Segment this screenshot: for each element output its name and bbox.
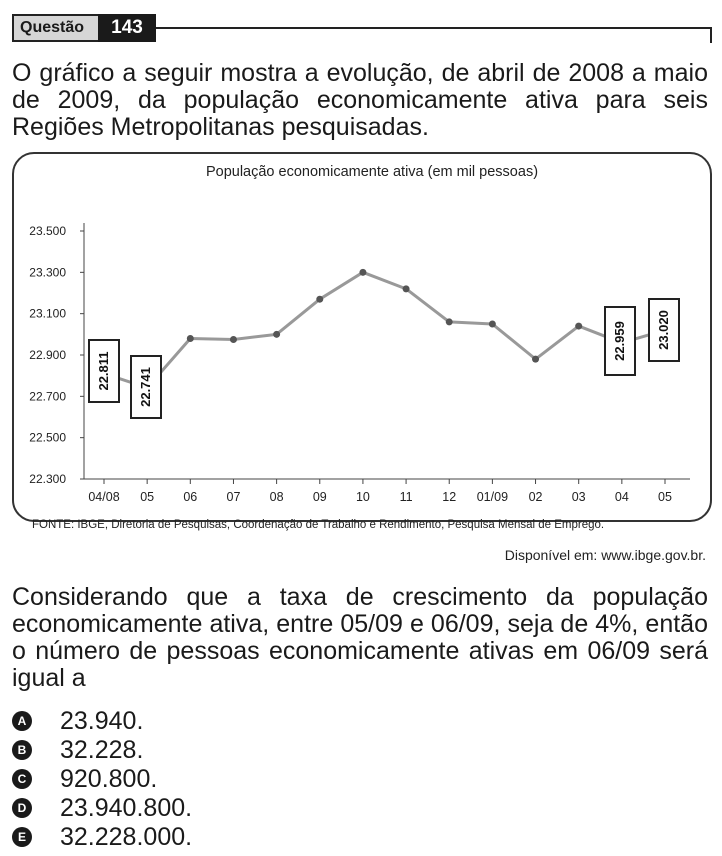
option-c-icon: C	[12, 769, 32, 789]
y-tick-label: 23.100	[29, 307, 66, 321]
callout-box	[604, 306, 636, 376]
option-e-text: 32.228.000.	[60, 823, 193, 851]
option-b-text: 32.228.	[60, 736, 144, 764]
x-tick-label: 04	[615, 490, 629, 504]
availability-note: Disponível em: www.ibge.gov.br.	[504, 547, 706, 563]
option-c-text: 920.800.	[60, 765, 158, 793]
x-tick-label: 03	[572, 490, 586, 504]
option-d-text: 23.940.800.	[60, 794, 193, 822]
y-tick-label: 22.900	[29, 348, 66, 362]
series-line	[103, 270, 666, 390]
callout-box	[88, 339, 120, 403]
y-tick-label: 23.300	[29, 265, 66, 279]
callout-label: 23.020	[656, 310, 671, 350]
x-tick-label: 09	[313, 490, 327, 504]
chart-frame	[12, 152, 712, 522]
callout-box	[130, 355, 162, 419]
y-tick-label: 22.500	[29, 431, 66, 445]
option-e-icon: E	[12, 827, 32, 847]
data-point	[488, 320, 496, 328]
y-tick-label: 23.500	[29, 224, 66, 238]
x-tick-label: 06	[183, 490, 197, 504]
line-chart: População economicamente ativa (em mil p…	[29, 164, 690, 504]
data-point	[532, 355, 540, 363]
x-tick-label: 10	[356, 490, 370, 504]
option-a-text: 23.940.	[60, 707, 144, 735]
question-header: Questão 143	[12, 14, 712, 44]
data-point	[402, 285, 410, 293]
chart-title: População economicamente ativa (em mil p…	[206, 164, 538, 180]
question-label: Questão	[12, 14, 100, 42]
option-c[interactable]: C 920.800.	[12, 766, 312, 794]
header-rule-end	[710, 27, 712, 43]
data-point	[575, 322, 583, 330]
option-b[interactable]: B 32.228.	[12, 737, 312, 765]
callout-box	[648, 298, 680, 362]
question-number: 143	[98, 14, 156, 42]
data-point	[359, 268, 367, 276]
data-point	[445, 318, 453, 326]
data-point	[273, 330, 281, 338]
option-d[interactable]: D 23.940.800.	[12, 795, 312, 823]
x-tick-label: 08	[270, 490, 284, 504]
y-tick-label: 22.700	[29, 389, 66, 403]
option-e[interactable]: E 32.228.000.	[12, 824, 312, 852]
x-tick-label: 04/08	[88, 490, 119, 504]
x-tick-label: 07	[227, 490, 241, 504]
callout-label: 22.959	[612, 321, 627, 361]
y-tick-label: 22.300	[29, 472, 66, 486]
callout-label: 22.741	[138, 367, 153, 407]
option-a-icon: A	[12, 711, 32, 731]
data-point	[186, 334, 194, 342]
data-point	[229, 336, 237, 343]
header-rule	[156, 27, 712, 29]
option-d-icon: D	[12, 798, 32, 818]
chart-source: FONTE: IBGE, Diretoria de Pesquisas, Coo…	[32, 519, 605, 531]
intro-text: O gráfico a seguir mostra a evolução, de…	[12, 59, 708, 141]
x-tick-label: 05	[140, 490, 154, 504]
x-tick-label: 11	[400, 490, 413, 504]
data-point	[316, 295, 324, 303]
question-text: Considerando que a taxa de crescimento d…	[12, 583, 708, 692]
x-tick-label: 12	[442, 490, 456, 504]
option-a[interactable]: A 23.940.	[12, 708, 312, 736]
callout-label: 22.811	[96, 351, 111, 390]
option-b-icon: B	[12, 740, 32, 760]
x-tick-label: 05	[658, 490, 672, 504]
x-tick-label: 02	[529, 490, 543, 504]
x-tick-label: 01/09	[477, 490, 508, 504]
